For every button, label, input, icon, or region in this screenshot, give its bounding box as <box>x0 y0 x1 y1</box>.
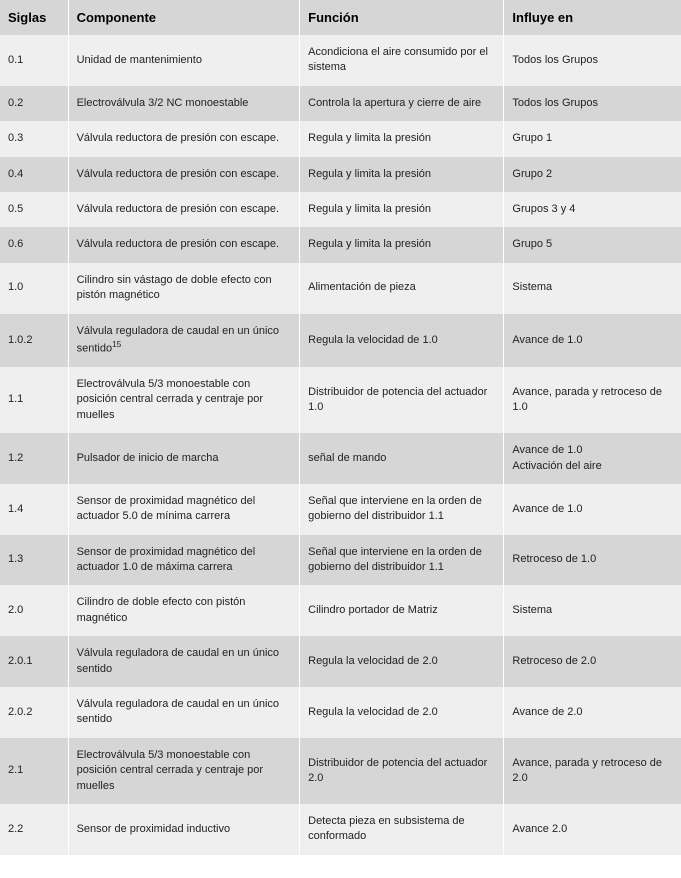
components-table-container: Siglas Componente Función Influye en 0.1… <box>0 0 681 855</box>
cell-influye: Avance de 1.0 <box>504 314 681 367</box>
table-header-row: Siglas Componente Función Influye en <box>0 0 681 35</box>
cell-funcion: Regula la velocidad de 2.0 <box>300 636 504 687</box>
table-row: 2.0Cilindro de doble efecto con pistón m… <box>0 585 681 636</box>
cell-siglas: 2.1 <box>0 738 68 804</box>
cell-funcion: Distribuidor de potencia del actuador 2.… <box>300 738 504 804</box>
cell-siglas: 0.3 <box>0 121 68 156</box>
cell-influye: Sistema <box>504 263 681 314</box>
cell-componente: Sensor de proximidad inductivo <box>68 804 300 855</box>
cell-siglas: 0.4 <box>0 157 68 192</box>
cell-influye: Grupo 5 <box>504 227 681 262</box>
col-header-siglas: Siglas <box>0 0 68 35</box>
table-body: 0.1Unidad de mantenimientoAcondiciona el… <box>0 35 681 855</box>
table-row: 1.2Pulsador de inicio de marchaseñal de … <box>0 433 681 484</box>
cell-componente: Sensor de proximidad magnético del actua… <box>68 535 300 586</box>
cell-funcion: Detecta pieza en subsistema de conformad… <box>300 804 504 855</box>
cell-siglas: 1.2 <box>0 433 68 484</box>
table-row: 0.6Válvula reductora de presión con esca… <box>0 227 681 262</box>
cell-siglas: 2.0.1 <box>0 636 68 687</box>
cell-siglas: 2.0.2 <box>0 687 68 738</box>
cell-funcion: señal de mando <box>300 433 504 484</box>
table-row: 2.0.1Válvula reguladora de caudal en un … <box>0 636 681 687</box>
cell-siglas: 2.2 <box>0 804 68 855</box>
cell-siglas: 1.1 <box>0 367 68 433</box>
components-table: Siglas Componente Función Influye en 0.1… <box>0 0 681 855</box>
cell-influye: Sistema <box>504 585 681 636</box>
cell-influye: Avance, parada y retroceso de 2.0 <box>504 738 681 804</box>
cell-influye: Avance 2.0 <box>504 804 681 855</box>
cell-siglas: 1.0.2 <box>0 314 68 367</box>
cell-siglas: 0.2 <box>0 86 68 121</box>
table-row: 1.0.2Válvula reguladora de caudal en un … <box>0 314 681 367</box>
cell-componente: Electroválvula 5/3 monoestable con posic… <box>68 738 300 804</box>
cell-componente: Válvula reductora de presión con escape. <box>68 121 300 156</box>
cell-componente: Válvula reguladora de caudal en un único… <box>68 636 300 687</box>
col-header-influye: Influye en <box>504 0 681 35</box>
cell-componente: Unidad de mantenimiento <box>68 35 300 86</box>
cell-componente: Electroválvula 3/2 NC monoestable <box>68 86 300 121</box>
table-row: 1.4Sensor de proximidad magnético del ac… <box>0 484 681 535</box>
footnote-ref: 15 <box>112 340 121 349</box>
cell-siglas: 0.5 <box>0 192 68 227</box>
table-row: 1.0Cilindro sin vástago de doble efecto … <box>0 263 681 314</box>
cell-componente: Válvula reductora de presión con escape. <box>68 227 300 262</box>
cell-influye: Todos los Grupos <box>504 35 681 86</box>
cell-funcion: Alimentación de pieza <box>300 263 504 314</box>
cell-influye: Todos los Grupos <box>504 86 681 121</box>
table-row: 2.2Sensor de proximidad inductivoDetecta… <box>0 804 681 855</box>
cell-influye: Avance, parada y retroceso de 1.0 <box>504 367 681 433</box>
cell-componente: Electroválvula 5/3 monoestable con posic… <box>68 367 300 433</box>
cell-componente: Válvula reductora de presión con escape. <box>68 192 300 227</box>
cell-funcion: Distribuidor de potencia del actuador 1.… <box>300 367 504 433</box>
cell-componente: Cilindro sin vástago de doble efecto con… <box>68 263 300 314</box>
col-header-componente: Componente <box>68 0 300 35</box>
cell-influye: Grupos 3 y 4 <box>504 192 681 227</box>
cell-siglas: 1.4 <box>0 484 68 535</box>
cell-componente: Sensor de proximidad magnético del actua… <box>68 484 300 535</box>
cell-funcion: Regula la velocidad de 1.0 <box>300 314 504 367</box>
cell-funcion: Regula la velocidad de 2.0 <box>300 687 504 738</box>
table-row: 0.4Válvula reductora de presión con esca… <box>0 157 681 192</box>
table-row: 0.2Electroválvula 3/2 NC monoestableCont… <box>0 86 681 121</box>
cell-componente: Cilindro de doble efecto con pistón magn… <box>68 585 300 636</box>
cell-influye: Retroceso de 2.0 <box>504 636 681 687</box>
table-row: 0.1Unidad de mantenimientoAcondiciona el… <box>0 35 681 86</box>
table-row: 1.3Sensor de proximidad magnético del ac… <box>0 535 681 586</box>
col-header-funcion: Función <box>300 0 504 35</box>
cell-componente: Pulsador de inicio de marcha <box>68 433 300 484</box>
table-row: 2.1Electroválvula 5/3 monoestable con po… <box>0 738 681 804</box>
cell-funcion: Regula y limita la presión <box>300 227 504 262</box>
cell-influye: Grupo 1 <box>504 121 681 156</box>
cell-funcion: Acondiciona el aire consumido por el sis… <box>300 35 504 86</box>
cell-siglas: 0.6 <box>0 227 68 262</box>
cell-siglas: 1.3 <box>0 535 68 586</box>
cell-componente: Válvula reductora de presión con escape. <box>68 157 300 192</box>
cell-influye: Retroceso de 1.0 <box>504 535 681 586</box>
table-row: 1.1Electroválvula 5/3 monoestable con po… <box>0 367 681 433</box>
table-row: 2.0.2Válvula reguladora de caudal en un … <box>0 687 681 738</box>
table-row: 0.3Válvula reductora de presión con esca… <box>0 121 681 156</box>
cell-siglas: 2.0 <box>0 585 68 636</box>
cell-siglas: 1.0 <box>0 263 68 314</box>
cell-funcion: Señal que interviene en la orden de gobi… <box>300 535 504 586</box>
cell-componente: Válvula reguladora de caudal en un único… <box>68 314 300 367</box>
cell-funcion: Controla la apertura y cierre de aire <box>300 86 504 121</box>
cell-influye: Avance de 1.0Activación del aire <box>504 433 681 484</box>
cell-componente: Válvula reguladora de caudal en un único… <box>68 687 300 738</box>
cell-funcion: Regula y limita la presión <box>300 121 504 156</box>
cell-funcion: Regula y limita la presión <box>300 157 504 192</box>
cell-influye: Grupo 2 <box>504 157 681 192</box>
cell-influye: Avance de 1.0 <box>504 484 681 535</box>
cell-funcion: Cilindro portador de Matriz <box>300 585 504 636</box>
cell-siglas: 0.1 <box>0 35 68 86</box>
cell-funcion: Señal que interviene en la orden de gobi… <box>300 484 504 535</box>
cell-funcion: Regula y limita la presión <box>300 192 504 227</box>
table-row: 0.5Válvula reductora de presión con esca… <box>0 192 681 227</box>
cell-influye: Avance de 2.0 <box>504 687 681 738</box>
